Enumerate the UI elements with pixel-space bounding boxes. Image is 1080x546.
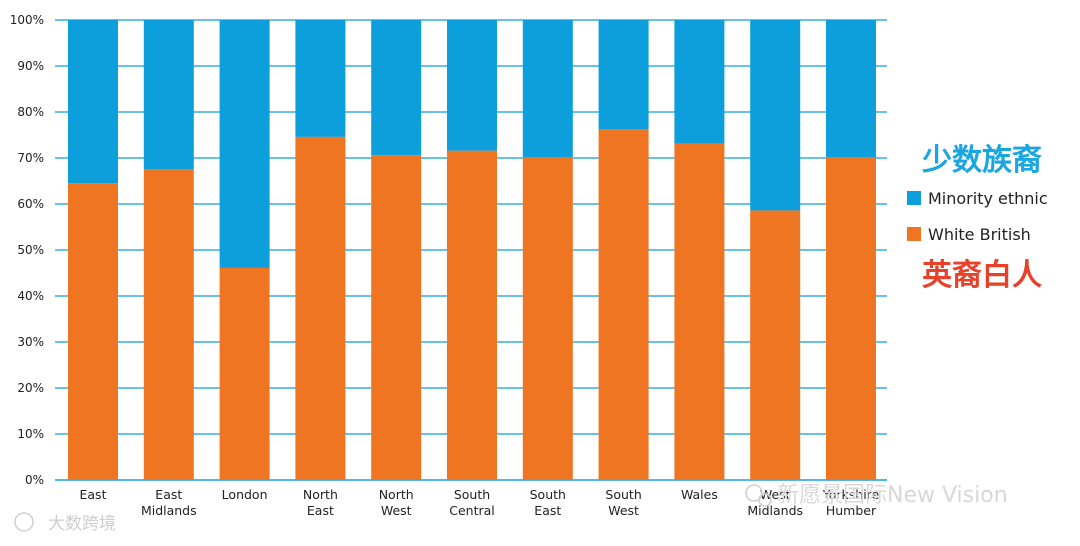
wechat-icon-small <box>758 493 772 507</box>
x-category-label: South East <box>530 487 566 518</box>
bar-white-british <box>750 210 801 480</box>
y-tick-label: 70% <box>17 151 44 165</box>
bar-white-british <box>522 157 573 480</box>
bar-white-british <box>68 183 118 481</box>
x-category-label: South West <box>605 487 641 518</box>
watermark-new-vision: 新愿景国际New Vision <box>777 483 1008 508</box>
watermark-bottom-left: 大数跨境 <box>14 512 116 534</box>
bar-minority-ethnic <box>674 20 725 144</box>
bar-minority-ethnic <box>295 20 346 137</box>
y-tick-label: 60% <box>17 197 44 211</box>
bar-minority-ethnic <box>598 20 649 130</box>
y-tick-label: 90% <box>17 59 44 73</box>
y-tick-label: 10% <box>17 427 44 441</box>
legend: 少数族裔 Minority ethnic White British 英裔白人 <box>907 143 1048 293</box>
y-tick-label: 20% <box>17 381 44 395</box>
bar-minority-ethnic <box>143 20 194 170</box>
legend-minority-label: Minority ethnic <box>928 189 1048 208</box>
bar-white-british <box>826 157 876 480</box>
x-category-label: East <box>80 487 107 502</box>
bars <box>68 20 876 481</box>
bar-white-british <box>219 267 270 480</box>
legend-white-label: White British <box>928 225 1031 244</box>
bar-white-british <box>447 150 497 480</box>
y-tick-label: 0% <box>25 473 44 487</box>
bar-minority-ethnic <box>447 20 497 151</box>
bar-white-british <box>598 129 649 480</box>
legend-minority-swatch <box>907 191 921 205</box>
bar-minority-ethnic <box>750 20 801 211</box>
y-tick-label: 50% <box>17 243 44 257</box>
legend-minority-cn-label: 少数族裔 <box>922 143 1042 178</box>
x-category-label: East Midlands <box>141 487 197 518</box>
y-tick-label: 40% <box>17 289 44 303</box>
y-tick-label: 80% <box>17 105 44 119</box>
x-category-label: London <box>222 487 268 502</box>
bar-white-british <box>295 136 346 480</box>
y-axis-ticks: 0% 10% 20% 30% 40% 50% 60% 70% 80% 90% 100% <box>10 13 44 487</box>
bar-white-british <box>674 143 725 481</box>
wechat-icon <box>745 484 763 502</box>
x-category-label: South Central <box>449 487 495 518</box>
bar-minority-ethnic <box>371 20 422 156</box>
x-category-label: Wales <box>681 487 718 502</box>
x-category-label: Yorkshire Humber <box>822 487 880 518</box>
watermark-logo-icon <box>14 512 34 532</box>
bar-white-british <box>371 155 422 481</box>
y-tick-label: 30% <box>17 335 44 349</box>
x-category-label: North East <box>303 487 338 518</box>
legend-white-swatch <box>907 227 921 241</box>
watermark-dashu: 大数跨境 <box>48 514 116 534</box>
bar-minority-ethnic <box>68 20 118 184</box>
watermark-bottom-right: 新愿景国际New Vision <box>745 483 1008 508</box>
y-tick-label: 100% <box>10 13 44 27</box>
x-category-label: West Midlands <box>747 487 803 518</box>
bar-minority-ethnic <box>522 20 573 158</box>
bar-white-british <box>143 169 194 481</box>
bar-minority-ethnic <box>826 20 876 158</box>
x-axis-categories: East East Midlands London North East North West… <box>80 487 880 518</box>
legend-white-cn-label: 英裔白人 <box>922 258 1042 293</box>
bar-minority-ethnic <box>219 20 270 268</box>
x-category-label: North West <box>379 487 414 518</box>
